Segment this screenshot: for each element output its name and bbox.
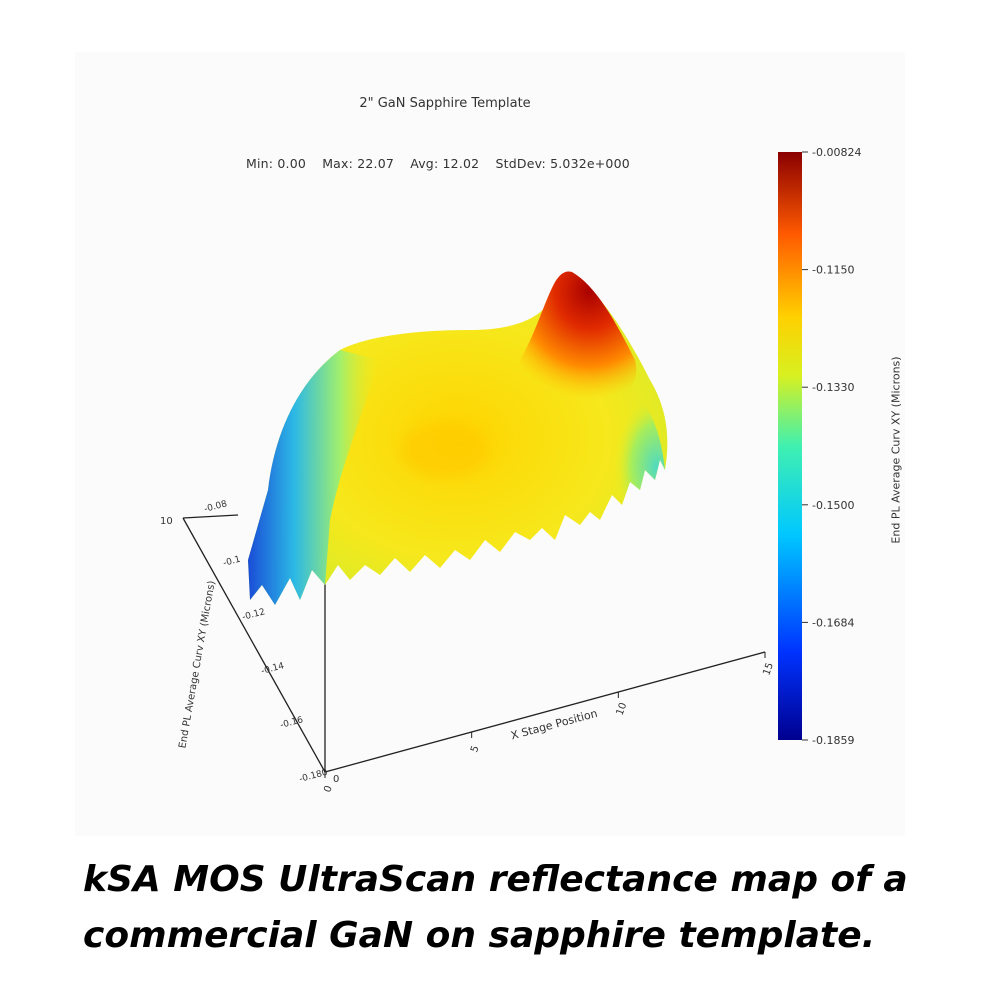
- chart-title: 2" GaN Sapphire Template: [359, 96, 531, 111]
- x-tick-label: 15: [761, 661, 776, 677]
- stat-avg: Avg: 12.02: [410, 156, 480, 171]
- colorbar-tick-label: -0.1330: [812, 381, 854, 394]
- surface: [248, 271, 668, 605]
- y-axis-label: End PL Average Curv XY (Microns): [177, 580, 217, 750]
- surface-left-edge: [248, 350, 380, 605]
- colorbar-tick-label: -0.00824: [812, 146, 861, 159]
- y-tick-label: -0.1: [222, 555, 242, 569]
- colorbar-tick-label: -0.1500: [812, 499, 854, 512]
- colorbar-tick-label: -0.1150: [812, 264, 854, 277]
- stat-stddev: StdDev: 5.032e+000: [495, 156, 630, 171]
- y-tick-label: -0.08: [203, 499, 228, 515]
- axis-z: [182, 517, 326, 773]
- colorbar-gradient: [778, 152, 802, 740]
- surface-right-edge: [580, 380, 665, 525]
- figure-caption: kSA MOS UltraScan reflectance map of a c…: [83, 852, 963, 964]
- caption-line-1: kSA MOS UltraScan reflectance map of a: [83, 859, 908, 900]
- axis-back: [182, 514, 239, 519]
- caption-line-2: commercial GaN on sapphire template.: [83, 915, 876, 956]
- axis-x: [324, 651, 766, 773]
- colorbar-label: End PL Average Curv XY (Microns): [889, 356, 903, 544]
- colorbar-tick-label: -0.1859: [812, 734, 854, 747]
- surface-warm-spot: [400, 422, 490, 478]
- y-tick-label: -0.180: [298, 768, 329, 785]
- x-tick-label: 5: [469, 744, 482, 754]
- y-tick-label: -0.12: [241, 607, 266, 623]
- x-axis-label: X Stage Position: [509, 707, 598, 743]
- stat-min: Min: 0.00: [246, 156, 306, 171]
- x-tick-label: 0: [322, 784, 335, 794]
- axes-frame: [182, 505, 766, 773]
- z-tick-label: 0: [333, 774, 339, 785]
- surface-peak: [520, 271, 637, 400]
- x-tick-label: 10: [615, 701, 630, 717]
- stat-max: Max: 22.07: [322, 156, 394, 171]
- colorbar-tick-label: -0.1684: [812, 616, 854, 629]
- chart-stats: Min: 0.00 Max: 22.07 Avg: 12.02 StdDev: …: [246, 156, 642, 171]
- colorbar: -0.00824 -0.1150 -0.1330 -0.1500 -0.1684 -0.1…: [778, 146, 861, 747]
- z-tick-label: 10: [160, 516, 173, 527]
